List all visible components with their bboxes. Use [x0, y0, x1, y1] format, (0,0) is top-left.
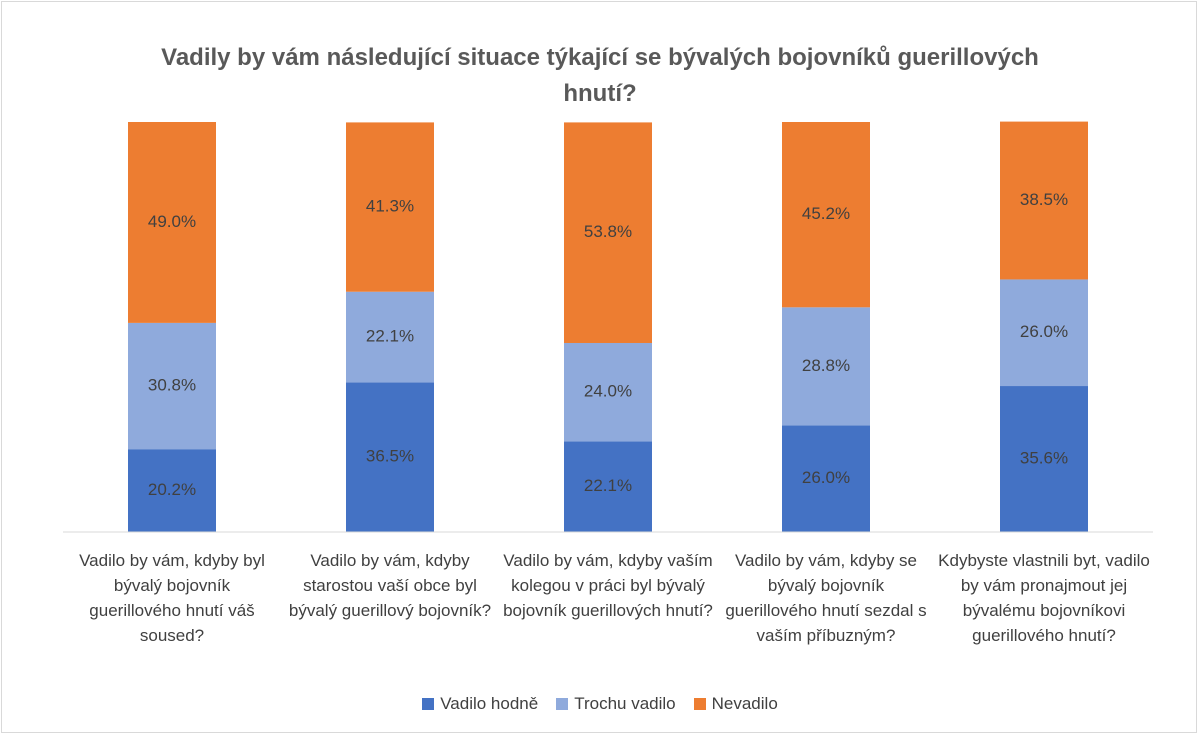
bar-segment [1000, 121, 1088, 280]
bar-segment [1000, 386, 1088, 532]
data-label: 41.3% [366, 197, 414, 216]
bar-segment [128, 449, 216, 532]
bar-segment [346, 291, 434, 383]
bar-segment [128, 322, 216, 450]
legend-label: Vadilo hodně [440, 694, 539, 713]
bar-segment [128, 122, 216, 323]
data-label: 22.1% [366, 327, 414, 346]
data-label: 24.0% [584, 382, 632, 401]
data-label: 35.6% [1020, 449, 1068, 468]
x-tick-label: Vadilo by vám, kdyby se bývalý bojovník … [725, 551, 927, 645]
bar-segment [782, 307, 870, 426]
bar-segment [346, 382, 434, 532]
x-tick-label: Kdybyste vlastnili byt, vadilo by vám pr… [938, 551, 1150, 645]
data-label: 45.2% [802, 204, 850, 223]
legend-swatch [693, 698, 706, 710]
legend-label: Nevadilo [711, 694, 778, 713]
x-tick-label: Vadilo by vám, kdyby byl bývalý bojovník… [79, 551, 265, 645]
data-label: 26.0% [802, 468, 850, 487]
data-label: 36.5% [366, 447, 414, 466]
bar-segment [782, 122, 870, 308]
data-label: 38.5% [1020, 190, 1068, 209]
legend-label: Trochu vadilo [574, 694, 676, 713]
data-label: 28.8% [802, 356, 850, 375]
legend-swatch [556, 698, 569, 710]
x-tick-label: Vadilo by vám, kdyby starostou vaší obce… [288, 551, 492, 620]
legend-item: Vadilo hodně [422, 694, 538, 714]
data-label: 22.1% [584, 476, 632, 495]
data-label: 49.0% [148, 212, 196, 231]
x-tick-label: Vadilo by vám, kdyby vaším kolegou v prá… [503, 551, 713, 620]
legend-item: Trochu vadilo [556, 694, 676, 714]
data-label: 53.8% [584, 222, 632, 241]
bar-segment [1000, 279, 1088, 387]
legend-swatch [422, 698, 435, 710]
bar-segment [564, 441, 652, 532]
chart-title: Vadily by vám následující situace týkají… [161, 44, 1039, 107]
data-label: 20.2% [148, 480, 196, 499]
bar-segment [564, 342, 652, 442]
data-label: 26.0% [1020, 322, 1068, 341]
data-label: 30.8% [148, 376, 196, 395]
legend: Vadilo hodně Trochu vadilo Nevadilo [0, 694, 1200, 714]
bar-segment [346, 122, 434, 292]
bar-segment [564, 122, 652, 343]
legend-item: Nevadilo [693, 694, 778, 714]
bar-segment [782, 425, 870, 532]
